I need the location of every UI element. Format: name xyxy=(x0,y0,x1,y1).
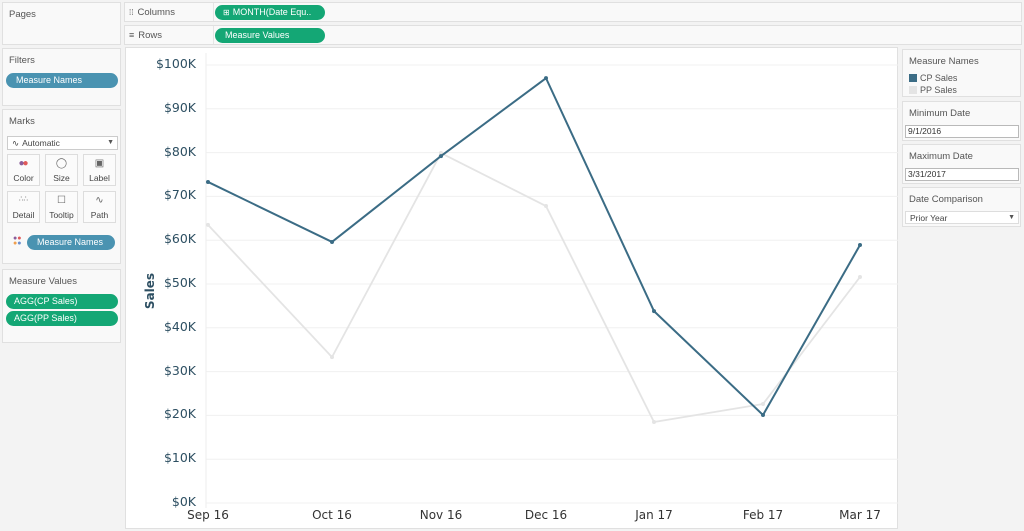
legend-card: Measure Names CP Sales PP Sales xyxy=(902,49,1021,97)
y-tick-label: $90K xyxy=(163,99,196,115)
y-tick-label: $40K xyxy=(163,318,196,334)
mark-type-dropdown[interactable]: ∿ Automatic ▼ xyxy=(7,136,118,150)
y-tick-label: $10K xyxy=(163,450,196,466)
data-point[interactable] xyxy=(652,309,656,314)
shelf-divider xyxy=(213,3,214,21)
filters-card: Filters Measure Names xyxy=(2,48,121,106)
columns-shelf[interactable]: ⁞⁞ Columns ⊞ MONTH(Date Equ.. xyxy=(124,2,1022,22)
x-tick-label: Sep 16 xyxy=(187,508,229,522)
max-date-title: Maximum Date xyxy=(909,151,973,162)
shelf-divider xyxy=(213,26,214,44)
marks-detail-button[interactable]: ∴∴ Detail xyxy=(7,191,40,223)
label-icon: ▣ xyxy=(94,158,105,169)
x-tick-label: Mar 17 xyxy=(839,508,881,522)
columns-label: ⁞⁞ Columns xyxy=(129,7,175,18)
size-icon: ◯ xyxy=(55,158,68,169)
data-point[interactable] xyxy=(761,402,765,407)
min-date-input[interactable]: 9/1/2016 xyxy=(905,125,1019,138)
measure-values-card: Measure Values AGG(CP Sales) AGG(PP Sale… xyxy=(2,269,121,343)
date-comparison-title: Date Comparison xyxy=(909,194,983,205)
marks-size-button[interactable]: ◯ Size xyxy=(45,154,78,186)
measure-values-title: Measure Values xyxy=(9,276,77,287)
y-tick-label: $20K xyxy=(163,406,196,422)
color-pill-measure-names[interactable]: Measure Names xyxy=(27,235,115,250)
series-line-cp-sales[interactable] xyxy=(207,76,861,417)
color-icon: ●● xyxy=(18,158,29,169)
chevron-down-icon: ▼ xyxy=(107,139,114,146)
data-point[interactable] xyxy=(330,355,334,360)
cp-swatch xyxy=(909,74,917,82)
data-point[interactable] xyxy=(652,419,656,424)
y-tick-label: $80K xyxy=(163,143,196,159)
x-tick-label: Dec 16 xyxy=(524,508,568,522)
y-tick-label: $0K xyxy=(171,494,196,509)
pages-card: Pages xyxy=(2,2,121,45)
color-dots-icon: ●● ●● xyxy=(13,235,22,247)
max-date-input[interactable]: 3/31/2017 xyxy=(905,168,1019,181)
detail-icon: ∴∴ xyxy=(19,196,28,203)
series-line-pp-sales[interactable] xyxy=(207,151,861,423)
rows-label: ≡ Rows xyxy=(129,30,163,41)
data-point[interactable] xyxy=(206,179,210,184)
filter-pill-measure-names[interactable]: Measure Names xyxy=(6,73,118,88)
measure-pill-pp-sales[interactable]: AGG(PP Sales) xyxy=(6,311,118,326)
data-point[interactable] xyxy=(761,412,765,417)
y-tick-label: $50K xyxy=(163,275,196,290)
data-point[interactable] xyxy=(206,222,210,227)
marks-card: Marks ∿ Automatic ▼ ●● Color ◯ Size ▣ Lab… xyxy=(2,109,121,264)
x-tick-label: Oct 16 xyxy=(312,508,352,522)
path-icon: ∿ xyxy=(95,195,104,206)
columns-icon: ⁞⁞ xyxy=(129,8,134,17)
marks-tooltip-button[interactable]: ☐ Tooltip xyxy=(45,191,78,223)
y-tick-label: $70K xyxy=(163,187,196,203)
data-point[interactable] xyxy=(544,76,548,81)
data-point[interactable] xyxy=(439,151,443,156)
line-chart: Sales $0K $10K $20K $30K $40K $50K $60K $70K $80… xyxy=(125,47,898,529)
marks-path-button[interactable]: ∿ Path xyxy=(83,191,116,223)
min-date-card: Minimum Date 9/1/2016 xyxy=(902,101,1021,141)
marks-title: Marks xyxy=(9,116,35,127)
data-point[interactable] xyxy=(330,239,334,244)
min-date-title: Minimum Date xyxy=(909,108,971,119)
marks-label-button[interactable]: ▣ Label xyxy=(83,154,116,186)
data-point[interactable] xyxy=(544,204,548,209)
marks-color-button[interactable]: ●● Color xyxy=(7,154,40,186)
max-date-card: Maximum Date 3/31/2017 xyxy=(902,144,1021,184)
data-point[interactable] xyxy=(439,154,443,159)
rows-shelf[interactable]: ≡ Rows Measure Values xyxy=(124,25,1022,45)
rows-pill[interactable]: Measure Values xyxy=(215,28,325,43)
date-comparison-dropdown[interactable]: Prior Year ▼ xyxy=(905,211,1019,224)
date-expand-icon: ⊞ xyxy=(223,8,230,17)
legend-item-cp-sales[interactable]: CP Sales xyxy=(909,73,957,83)
y-tick-label: $30K xyxy=(163,362,196,378)
pages-title: Pages xyxy=(9,9,36,20)
date-comparison-card: Date Comparison Prior Year ▼ xyxy=(902,187,1021,227)
data-point[interactable] xyxy=(858,274,862,279)
line-mark-icon: ∿ xyxy=(12,138,20,148)
legend-item-pp-sales[interactable]: PP Sales xyxy=(909,85,957,95)
y-tick-label: $100K xyxy=(155,56,196,71)
legend-title: Measure Names xyxy=(909,56,979,67)
x-tick-label: Jan 17 xyxy=(635,508,673,522)
y-tick-label: $60K xyxy=(163,231,196,247)
chevron-down-icon: ▼ xyxy=(1008,214,1015,221)
data-point[interactable] xyxy=(858,243,862,248)
measure-pill-cp-sales[interactable]: AGG(CP Sales) xyxy=(6,294,118,309)
rows-icon: ≡ xyxy=(129,30,135,40)
chart-plot xyxy=(205,53,898,508)
x-tick-label: Nov 16 xyxy=(419,508,463,522)
columns-pill[interactable]: ⊞ MONTH(Date Equ.. xyxy=(215,5,325,20)
tooltip-icon: ☐ xyxy=(57,195,66,206)
filters-title: Filters xyxy=(9,55,35,66)
x-tick-label: Feb 17 xyxy=(742,508,784,522)
pp-swatch xyxy=(909,86,917,94)
